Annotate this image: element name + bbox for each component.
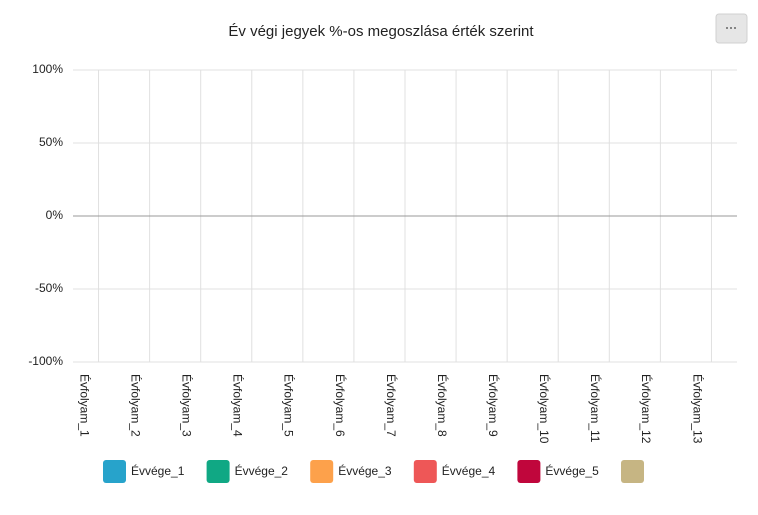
legend-swatch [310,460,334,483]
legend-label: Évvége_5 [545,463,599,478]
legend-swatch [413,460,437,483]
y-tick-label: -50% [35,281,63,295]
x-tick-label: Évfolyam_12 [639,374,654,444]
x-tick-label: Évfolyam_7 [384,374,399,437]
y-tick-label: -100% [28,354,63,368]
x-tick-label: Évfolyam_2 [128,374,143,437]
menu-dot [730,27,732,29]
chart-title: Év végi jegyek %-os megoszlása érték sze… [228,23,534,40]
x-tick-label: Évfolyam_6 [333,374,348,437]
legend-swatch [621,460,644,483]
x-tick-label: Évfolyam_5 [282,374,297,437]
y-tick-label: 0% [46,208,64,222]
y-tick-label: 50% [39,135,63,149]
legend-label: Évvége_3 [338,463,392,478]
legend-label: Évvége_4 [442,463,496,478]
menu-button[interactable] [715,13,748,44]
legend-swatch [103,460,126,483]
legend-label: Évvége_2 [235,463,289,478]
legend-label: Évvége_1 [131,463,185,478]
legend-swatch [517,460,541,483]
x-tick-label: Évfolyam_4 [231,374,246,437]
x-tick-label: Évfolyam_3 [180,374,195,437]
x-tick-label: Évfolyam_13 [690,374,705,444]
x-tick-label: Évfolyam_8 [435,374,450,437]
x-tick-label: Évfolyam_10 [537,374,552,444]
menu-dot [726,27,728,29]
x-tick-label: Évfolyam_11 [588,374,603,443]
x-tick-label: Évfolyam_1 [77,374,92,437]
y-tick-label: 100% [32,62,63,76]
legend-swatch [206,460,230,483]
x-tick-label: Évfolyam_9 [486,374,501,437]
menu-dot [734,27,736,29]
